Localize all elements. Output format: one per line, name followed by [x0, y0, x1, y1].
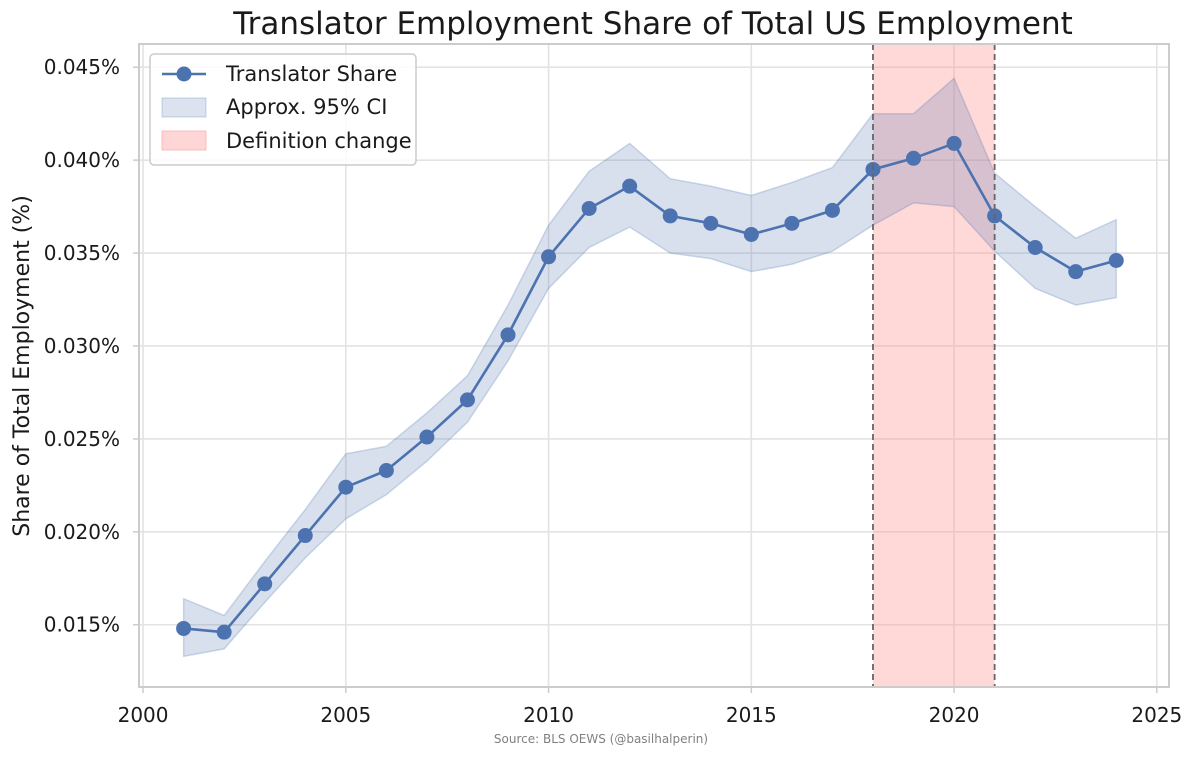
ci-band: [182, 77, 1118, 658]
y-axis-ticks: 0.015% 0.020% 0.025% 0.030% 0.035% 0.040% 0.04…: [44, 55, 139, 637]
chart-title: Translator Employment Share of Total US …: [232, 6, 1073, 42]
data-point: [906, 150, 922, 166]
legend-box: [149, 53, 417, 166]
legend-ci-swatch: [161, 97, 207, 118]
legend-series-label: Translator Share: [225, 62, 397, 86]
data-point: [338, 479, 354, 495]
legend: Translator Share Approx. 95% CI Definiti…: [149, 53, 417, 166]
data-point: [784, 215, 800, 231]
data-point: [378, 462, 394, 478]
data-point: [1108, 253, 1124, 269]
y-tick-label: 0.025%: [44, 427, 120, 451]
x-tick-label: 2000: [118, 703, 169, 727]
x-tick-label: 2015: [726, 703, 777, 727]
legend-ci-label: Approx. 95% CI: [226, 95, 387, 119]
x-axis-ticks: 2000 2005 2010 2015 2020 2025: [118, 687, 1182, 727]
y-tick-label: 0.030%: [44, 334, 120, 358]
legend-definition-change-label: Definition change: [226, 129, 412, 153]
data-point: [216, 624, 232, 640]
data-point: [419, 429, 435, 445]
data-point: [1068, 264, 1084, 280]
data-point: [500, 327, 516, 343]
y-tick-label: 0.020%: [44, 520, 120, 544]
y-tick-label: 0.040%: [44, 148, 120, 172]
x-tick-label: 2010: [523, 703, 574, 727]
data-point: [824, 202, 840, 218]
data-point: [743, 226, 759, 242]
data-point: [703, 215, 719, 231]
legend-definition-change-swatch: [161, 130, 207, 151]
y-tick-label: 0.045%: [44, 55, 120, 79]
data-point: [581, 200, 597, 216]
data-point: [257, 576, 273, 592]
ci-band-layer: [182, 77, 1118, 658]
y-tick-label: 0.015%: [44, 613, 120, 637]
plot-frame: [138, 43, 1170, 688]
y-tick-label: 0.035%: [44, 241, 120, 265]
y-axis-label: Share of Total Employment (%): [10, 195, 35, 537]
legend-item-definition-change: Definition change: [161, 129, 412, 153]
x-tick-label: 2005: [320, 703, 371, 727]
x-tick-label: 2020: [929, 703, 980, 727]
legend-item-ci: Approx. 95% CI: [161, 95, 387, 119]
source-note: Source: BLS OEWS (@basilhalperin): [494, 732, 708, 746]
data-point: [1027, 239, 1043, 255]
data-point: [176, 620, 192, 636]
data-point: [459, 392, 475, 408]
data-point: [946, 135, 962, 151]
legend-series-marker: [176, 66, 192, 82]
data-point: [541, 249, 557, 265]
data-point: [662, 208, 678, 224]
data-point: [297, 528, 313, 544]
data-point: [622, 178, 638, 194]
region-boundary-layer: [872, 44, 996, 687]
x-tick-label: 2025: [1131, 703, 1182, 727]
series-line: [183, 142, 1117, 634]
legend-item-series: Translator Share: [162, 62, 397, 86]
